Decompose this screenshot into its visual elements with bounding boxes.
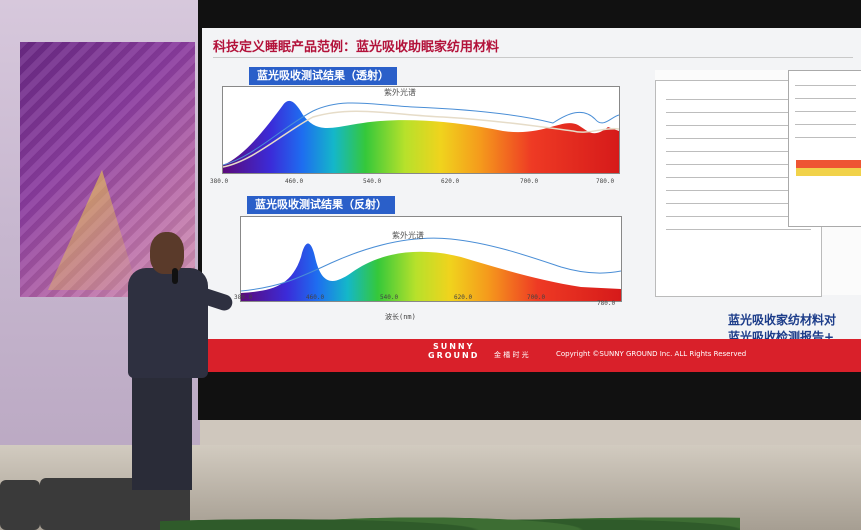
tick-bottom-780: 780.0 bbox=[597, 300, 616, 307]
company-logo: SUNNY GROUND bbox=[428, 342, 479, 360]
reflection-spectrum-graphic bbox=[240, 237, 622, 301]
section-banner-reflection: 蓝光吸收测试结果（反射） bbox=[247, 196, 395, 214]
tick-bottom-620: 620.0 bbox=[454, 294, 473, 301]
tick-top-700: 700.0 bbox=[520, 178, 539, 185]
tick-bottom-540: 540.0 bbox=[380, 294, 399, 301]
tick-top-780: 780.0 bbox=[596, 178, 615, 185]
report-highlight-yellow bbox=[796, 168, 861, 176]
report-caption-line1: 蓝光吸收家纺材料对 bbox=[728, 313, 837, 327]
speaker-head bbox=[150, 232, 184, 274]
tick-top-620: 620.0 bbox=[441, 178, 460, 185]
copyright-text: Copyright ©SUNNY GROUND Inc. ALL Rights … bbox=[556, 350, 747, 358]
test-report-certificate bbox=[788, 70, 861, 227]
tick-top-380: 380.0 bbox=[210, 178, 229, 185]
x-axis-label: 波长(nm) bbox=[385, 313, 416, 321]
reflection-spectrum-chart bbox=[240, 216, 622, 302]
logo-text-bottom: GROUND bbox=[428, 351, 480, 360]
tick-top-540: 540.0 bbox=[363, 178, 382, 185]
slide-footer-bar bbox=[202, 339, 861, 372]
tick-bottom-460: 460.0 bbox=[306, 294, 325, 301]
chart-label-bottom: 紫外光谱 bbox=[392, 231, 424, 240]
audience-chair-left bbox=[0, 480, 40, 530]
speaker-legs bbox=[132, 370, 192, 490]
title-divider bbox=[213, 57, 853, 58]
tick-top-460: 460.0 bbox=[285, 178, 304, 185]
tick-bottom-700: 700.0 bbox=[527, 294, 546, 301]
tick-bottom-380: 380.0 bbox=[234, 294, 253, 301]
stage-plants bbox=[160, 505, 740, 530]
report-highlight-red bbox=[796, 160, 861, 168]
section-banner-transmission: 蓝光吸收测试结果（透射） bbox=[249, 67, 397, 85]
microphone-icon bbox=[172, 268, 178, 284]
chart-label-top: 紫外光谱 bbox=[384, 88, 416, 97]
transmission-spectrum-graphic bbox=[222, 100, 620, 173]
company-name-cn: 金 橘 时 光 bbox=[494, 351, 529, 359]
transmission-spectrum-chart bbox=[222, 86, 620, 174]
logo-text-top: SUNNY bbox=[432, 342, 475, 351]
slide-title: 科技定义睡眠产品范例：蓝光吸收助眠家纺用材料 bbox=[213, 40, 500, 55]
